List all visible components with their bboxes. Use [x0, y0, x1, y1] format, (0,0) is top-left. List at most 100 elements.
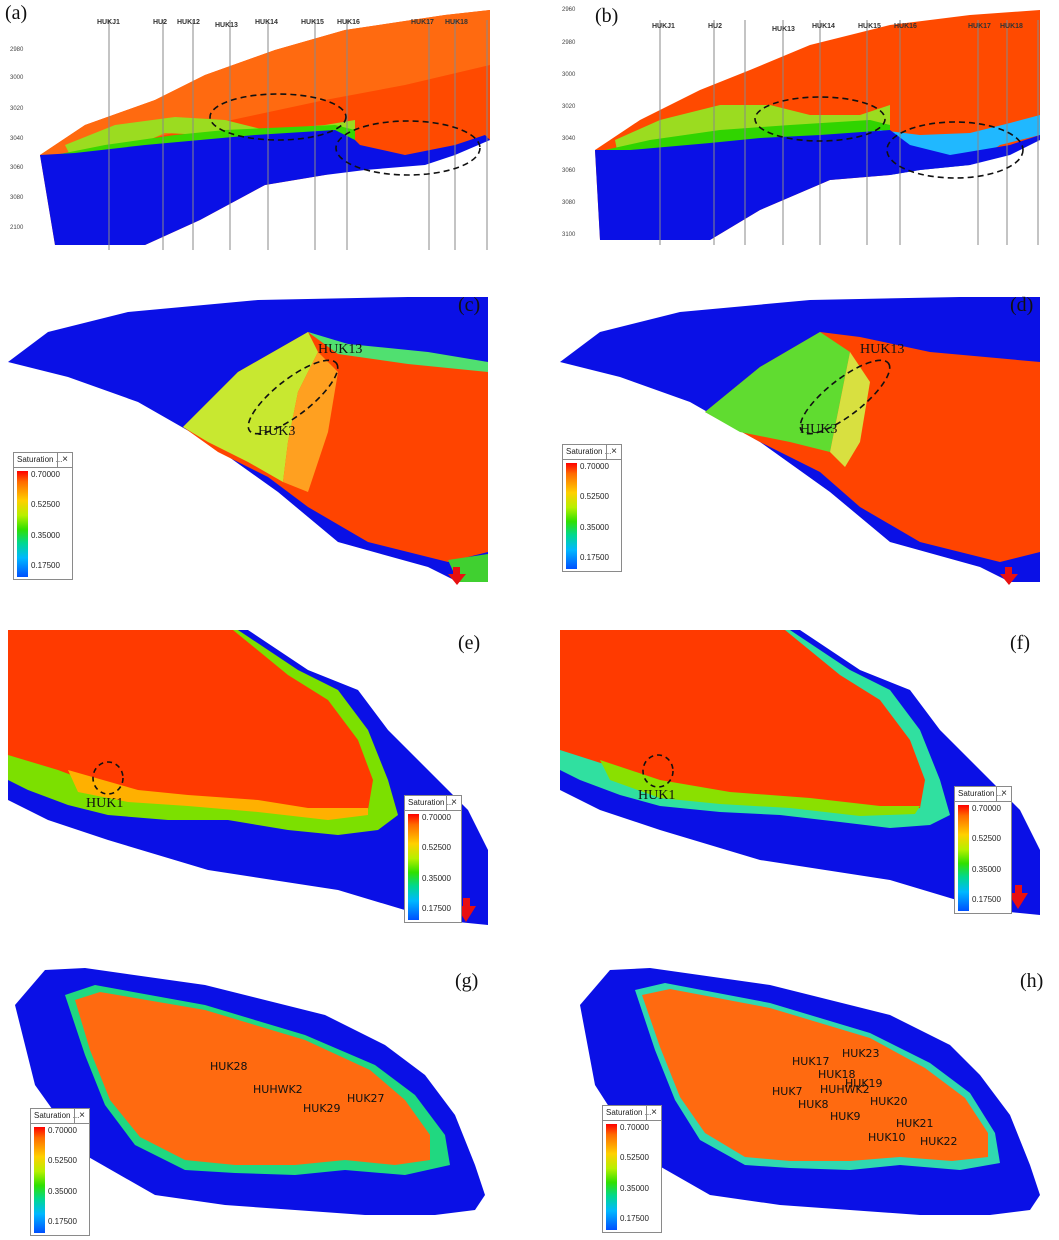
well-callout: HUK20 — [870, 1095, 908, 1108]
legend-close-button[interactable]: × — [74, 1109, 89, 1123]
y-tick: 3000 — [10, 75, 24, 81]
legend-title: Saturation ... — [603, 1106, 661, 1121]
legend-close-button[interactable]: × — [646, 1106, 661, 1120]
panel-h: (h) HUK17 HUK23 HUK18 HUHWK2 HUK19 HUK7 … — [580, 965, 1050, 1235]
well-label: HUK13 — [772, 26, 795, 33]
well-callout: HUK19 — [845, 1077, 883, 1090]
well-label: HUK14 — [255, 19, 278, 26]
legend-tick: 0.35000 — [31, 531, 60, 540]
legend-tick: 0.35000 — [422, 874, 451, 883]
well-callout: HUK27 — [347, 1092, 385, 1105]
well-callout: HUK1 — [86, 796, 124, 811]
legend-tick: 0.35000 — [620, 1184, 649, 1193]
legend-tick: 0.17500 — [48, 1217, 77, 1226]
legend-close-button[interactable]: × — [996, 787, 1011, 801]
well-callout: HUK13 — [318, 342, 363, 357]
legend-tick: 0.17500 — [972, 895, 1001, 904]
well-callout: HUHWK2 — [253, 1083, 303, 1096]
well-callout: HUK22 — [920, 1135, 958, 1148]
well-callout: HUK10 — [868, 1131, 906, 1144]
well-callout: HUK3 — [800, 422, 838, 437]
well-callout: HUK9 — [830, 1110, 861, 1123]
panel-a-wells — [108, 20, 488, 250]
legend-tick: 0.52500 — [972, 834, 1001, 843]
well-callout: HUK8 — [798, 1098, 829, 1111]
y-tick: 2100 — [10, 225, 24, 231]
legend-tick: 0.35000 — [972, 865, 1001, 874]
well-label: HUK14 — [812, 23, 835, 30]
legend-color-bar — [34, 1127, 45, 1233]
y-tick: 2980 — [562, 40, 576, 46]
legend-tick: 0.17500 — [31, 561, 60, 570]
legend-title: Saturation ... — [405, 796, 461, 811]
well-label: HUK17 — [411, 19, 434, 26]
legend-title: Saturation ... — [31, 1109, 89, 1124]
well-callout: HUK18 — [818, 1068, 856, 1081]
panel-b-section — [595, 10, 1040, 240]
legend-tick: 0.52500 — [422, 843, 451, 852]
panel-f-model — [560, 630, 1040, 915]
legend-close-button[interactable]: × — [57, 453, 72, 467]
well-label: HU2 — [153, 19, 168, 26]
y-tick: 3060 — [10, 165, 24, 171]
legend-color-bar — [958, 805, 969, 911]
panel-g: (g) HUK28 HUHWK2 HUK29 HUK27 Saturation … — [5, 965, 490, 1236]
well-callout: HUK29 — [303, 1102, 341, 1115]
y-tick: 3000 — [562, 72, 576, 78]
panel-g-model — [15, 968, 485, 1215]
well-label: HUK16 — [894, 23, 917, 30]
saturation-legend: Saturation ... × 0.70000 0.52500 0.35000… — [562, 444, 622, 572]
legend-tick: 0.70000 — [31, 470, 60, 479]
y-tick: 3060 — [562, 168, 576, 174]
well-label: HUK16 — [337, 19, 360, 26]
panel-b: (b) HUKJ1 HU2 HUK13 HUK14 HUK15 HUK16 HU… — [562, 5, 1040, 245]
y-tick: 3020 — [562, 104, 576, 110]
y-tick: 3080 — [10, 195, 24, 201]
y-tick: 3040 — [10, 136, 24, 142]
legend-title: Saturation ... — [14, 453, 72, 468]
panel-a: (a) HUKJ1 HU2 HUK12 HUK13 HUK14 HUK15 HU… — [5, 2, 490, 253]
panel-label: (g) — [455, 970, 479, 992]
legend-tick: 0.35000 — [580, 523, 609, 532]
legend-tick: 0.52500 — [580, 492, 609, 501]
legend-close-button[interactable]: × — [606, 445, 621, 459]
panel-e-model — [8, 630, 488, 925]
panel-label: (d) — [1010, 294, 1034, 316]
panel-label: (a) — [5, 2, 28, 24]
legend-color-bar — [408, 814, 419, 920]
legend-tick: 0.52500 — [31, 500, 60, 509]
saturation-legend: Saturation ... × 0.70000 0.52500 0.35000… — [404, 795, 462, 923]
panel-d: (d) HUK13 HUK3 Saturation ... × 0.70000 … — [560, 292, 1040, 587]
well-callout: HUK23 — [842, 1047, 880, 1060]
panel-c-overlay — [247, 359, 339, 435]
well-label: HU2 — [708, 23, 723, 30]
panel-d-overlay — [799, 359, 891, 435]
well-callout: HUK28 — [210, 1060, 248, 1073]
legend-color-bar — [566, 463, 577, 569]
panel-label: (h) — [1020, 970, 1044, 992]
panel-label: (c) — [458, 294, 481, 316]
legend-tick: 0.17500 — [422, 904, 451, 913]
legend-color-bar — [17, 471, 28, 577]
legend-tick: 0.70000 — [580, 462, 609, 471]
well-callout: HUK13 — [860, 342, 905, 357]
panel-label: (e) — [458, 632, 481, 654]
legend-tick: 0.70000 — [620, 1123, 649, 1132]
legend-tick: 0.52500 — [620, 1153, 649, 1162]
panel-f: (f) HUK1 Saturation ... × 0.70000 0.5250… — [560, 630, 1040, 915]
well-label: HUK18 — [445, 19, 468, 26]
panel-c-model — [8, 297, 488, 585]
panel-f-overlay — [642, 754, 674, 788]
panel-label: (b) — [595, 5, 619, 27]
well-callout: HUHWK2 — [820, 1083, 870, 1096]
legend-tick: 0.17500 — [580, 553, 609, 562]
y-tick: 2980 — [10, 47, 24, 53]
panel-label: (f) — [1010, 632, 1030, 654]
legend-close-button[interactable]: × — [446, 796, 461, 810]
panel-b-wells — [659, 20, 1039, 245]
panel-e: (e) HUK1 Saturation ... × 0.70000 0.5250… — [8, 630, 488, 925]
well-callout: HUK17 — [792, 1055, 830, 1068]
well-label: HUK17 — [968, 23, 991, 30]
legend-title: Saturation ... — [563, 445, 621, 460]
well-label: HUK15 — [301, 19, 324, 26]
